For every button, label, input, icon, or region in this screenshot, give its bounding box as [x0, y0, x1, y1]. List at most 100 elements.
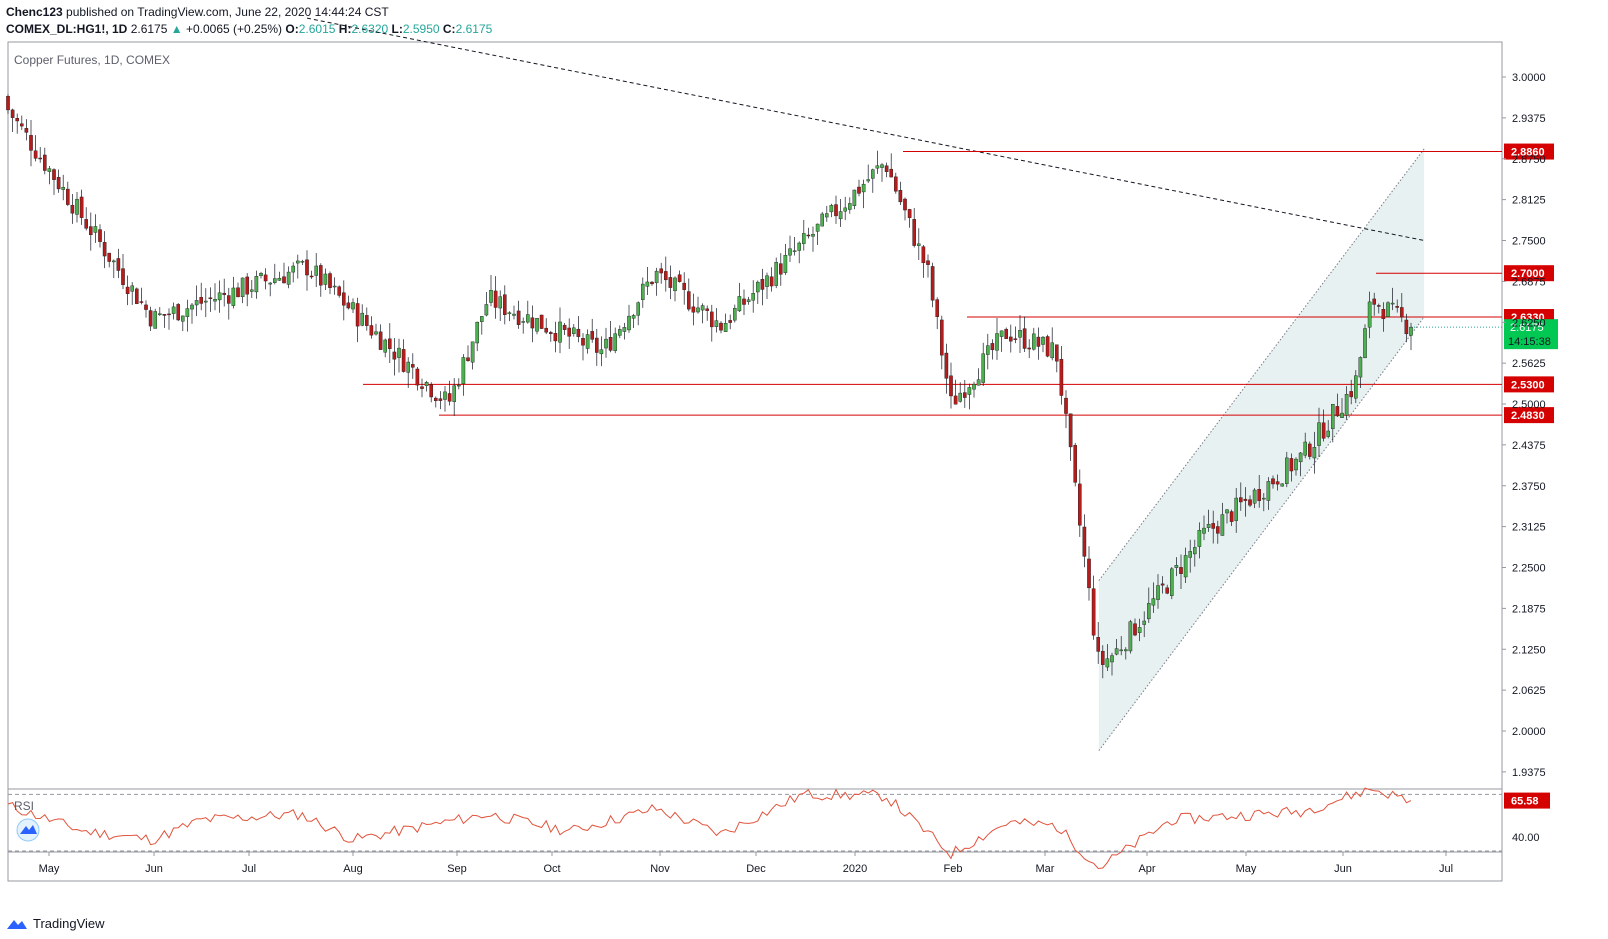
- candle-body: [1386, 302, 1390, 318]
- candle-body: [820, 213, 824, 227]
- candle-body: [1381, 309, 1386, 320]
- candle-body: [682, 282, 686, 290]
- candle-body: [1367, 301, 1372, 328]
- candle-body: [226, 295, 231, 304]
- candle-body: [1174, 565, 1179, 568]
- candle-body: [710, 311, 714, 328]
- candle-body: [213, 298, 217, 302]
- candle-body: [351, 302, 355, 310]
- candle-body: [401, 349, 406, 372]
- candle-body: [93, 226, 98, 233]
- candle-body: [650, 281, 654, 285]
- candle-body: [1100, 650, 1105, 665]
- publish-info: Chenc123 published on TradingView.com, J…: [6, 5, 389, 19]
- candle-body: [1202, 527, 1206, 534]
- candle-body: [1243, 498, 1248, 501]
- y-tick-label: 2.5000: [1512, 399, 1546, 411]
- x-tick-label: May: [39, 863, 60, 875]
- candle-body: [1275, 481, 1280, 485]
- y-tick-label: 2.7500: [1512, 236, 1546, 248]
- channel-upper-line: [1098, 148, 1425, 581]
- candle-body: [47, 168, 52, 172]
- candle-body: [424, 382, 429, 386]
- level-price-tag: [1504, 376, 1554, 393]
- candle-body: [259, 273, 263, 276]
- candle-body: [774, 262, 778, 286]
- candle-body: [121, 268, 125, 285]
- candle-body: [65, 188, 70, 205]
- candle-body: [378, 331, 383, 350]
- open-value: 2.6015: [298, 22, 336, 36]
- trendline[interactable]: [306, 17, 1425, 241]
- candle-body: [631, 315, 636, 319]
- candle-body: [411, 364, 415, 368]
- channel-fill: [1098, 148, 1425, 751]
- candle-body: [355, 303, 360, 327]
- candle-body: [765, 275, 769, 287]
- candle-body: [300, 261, 305, 263]
- y-tick-label: 2.2500: [1512, 563, 1546, 575]
- y-tick-label: 3.0000: [1512, 72, 1546, 84]
- ascending-channel[interactable]: [1098, 148, 1425, 751]
- candle-body: [976, 379, 981, 386]
- candle-body: [1340, 412, 1344, 418]
- candle-body: [273, 278, 277, 283]
- x-tick-label: Jul: [242, 863, 256, 875]
- candle-body: [162, 314, 167, 316]
- candle-body: [194, 300, 199, 306]
- candle-body: [1027, 347, 1031, 350]
- candle-body: [319, 265, 323, 286]
- candle-body: [769, 276, 774, 287]
- candle-body: [535, 318, 539, 332]
- x-tick-label: Aug: [343, 863, 363, 875]
- candle-body: [1068, 413, 1073, 448]
- rsi-pane[interactable]: 40.00 65.58: [7, 787, 1550, 870]
- candle-body: [231, 287, 236, 306]
- candle-body: [1307, 443, 1312, 457]
- candle-body: [719, 322, 723, 331]
- candle-body: [157, 313, 162, 315]
- y-tick-label: 2.8750: [1512, 154, 1546, 166]
- candle-body: [420, 386, 424, 389]
- candle-body: [75, 198, 79, 215]
- y-tick-label: 2.0000: [1512, 726, 1546, 738]
- tradingview-brand: TradingView: [33, 916, 105, 931]
- support-resistance-levels[interactable]: 2.88602.70002.63302.53002.48302.617514:1…: [363, 143, 1558, 424]
- candle-body: [249, 289, 254, 292]
- candle-body: [130, 285, 135, 292]
- candle-body: [1353, 375, 1358, 399]
- candle-body: [369, 325, 374, 336]
- candle-body: [1146, 603, 1151, 620]
- candle-body: [111, 260, 116, 263]
- price-change: +0.0065 (+0.25%): [185, 22, 283, 36]
- x-tick-label: Nov: [650, 863, 670, 875]
- candle-body: [1059, 358, 1064, 396]
- candle-body: [346, 302, 351, 309]
- candle-body: [539, 314, 544, 329]
- symbol-name[interactable]: COMEX_DL:HG1!, 1D: [6, 22, 128, 36]
- candle-body: [1022, 328, 1027, 349]
- candle-body: [949, 375, 953, 397]
- candle-body: [452, 385, 457, 402]
- tradingview-logo[interactable]: TradingView: [6, 916, 105, 931]
- candle-body: [461, 357, 466, 385]
- x-tick-label: Mar: [1036, 863, 1055, 875]
- candle-body: [981, 353, 985, 383]
- candle-body: [1376, 305, 1381, 307]
- candle-body: [43, 154, 47, 171]
- price-axis[interactable]: 3.0000 2.9375 2.8750 2.8125 2.7500 2.6875 2.62…: [1502, 72, 1546, 779]
- candle-body: [995, 333, 999, 351]
- candle-body: [1349, 391, 1353, 398]
- candle-body: [641, 283, 645, 300]
- candle-body: [604, 338, 608, 349]
- candle-body: [852, 189, 857, 206]
- candle-body: [999, 330, 1004, 337]
- candle-body: [1128, 621, 1133, 652]
- rsi-title: RSI: [14, 799, 34, 813]
- candle-body: [70, 204, 75, 214]
- time-axis[interactable]: May Jun Jul Aug Sep Oct Nov Dec 2020 Feb Mar Apr May…: [39, 852, 1453, 875]
- candle-body: [829, 205, 834, 213]
- candle-body: [1031, 333, 1036, 350]
- publisher-name[interactable]: Chenc123: [6, 5, 63, 19]
